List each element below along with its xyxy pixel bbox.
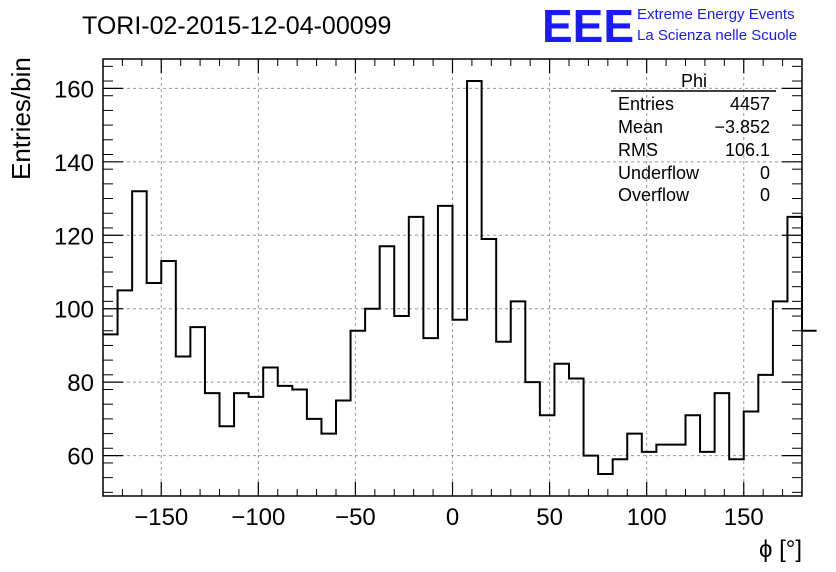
- x-tick-label: 100: [627, 504, 667, 531]
- stats-label-overflow: Overflow: [618, 185, 690, 205]
- y-tick-label: 60: [67, 444, 94, 471]
- y-tick-label: 120: [54, 223, 94, 250]
- histogram-series-line: [103, 80, 817, 475]
- stats-label-entries: Entries: [618, 94, 674, 114]
- stats-value-overflow: 0: [760, 185, 770, 205]
- x-tick-labels: −150 −100 −50 0 50 100 150: [134, 504, 764, 531]
- chart-title: TORI-02-2015-12-04-00099: [82, 12, 391, 40]
- logo-mark: EEE: [542, 0, 634, 52]
- stats-value-mean: −3.852: [714, 117, 770, 137]
- plot-frame: [102, 58, 803, 497]
- x-tick-label: 150: [724, 504, 764, 531]
- logo-line-2: La Scienza nelle Scuole: [637, 27, 797, 44]
- logo: EEE Extreme Energy Events La Scienza nel…: [542, 0, 797, 52]
- grid-lines: [103, 59, 802, 496]
- y-tick-label: 80: [67, 370, 94, 397]
- x-tick-label: −150: [134, 504, 188, 531]
- x-tick-label: −100: [231, 504, 285, 531]
- stats-label-underflow: Underflow: [618, 163, 700, 183]
- x-axis-label: ϕ [°]: [759, 536, 802, 563]
- axis-ticks: [102, 59, 803, 496]
- stats-title: Phi: [681, 71, 707, 91]
- x-tick-label: −50: [335, 504, 376, 531]
- logo-line-1: Extreme Energy Events: [637, 6, 795, 23]
- stats-label-rms: RMS: [618, 140, 658, 160]
- y-tick-label: 160: [54, 76, 94, 103]
- y-tick-labels: 60 80 100 120 140 160: [54, 76, 94, 470]
- stats-value-rms: 106.1: [725, 140, 770, 160]
- stats-value-entries: 4457: [730, 94, 770, 114]
- y-axis-label: Entries/bin: [6, 57, 36, 180]
- x-tick-label: 0: [446, 504, 459, 531]
- stats-label-mean: Mean: [618, 117, 663, 137]
- stats-box: Phi Entries 4457 Mean −3.852 RMS 106.1 U…: [611, 71, 776, 205]
- y-tick-label: 140: [54, 150, 94, 177]
- y-tick-label: 100: [54, 297, 94, 324]
- stats-value-underflow: 0: [760, 163, 770, 183]
- x-tick-label: 50: [536, 504, 563, 531]
